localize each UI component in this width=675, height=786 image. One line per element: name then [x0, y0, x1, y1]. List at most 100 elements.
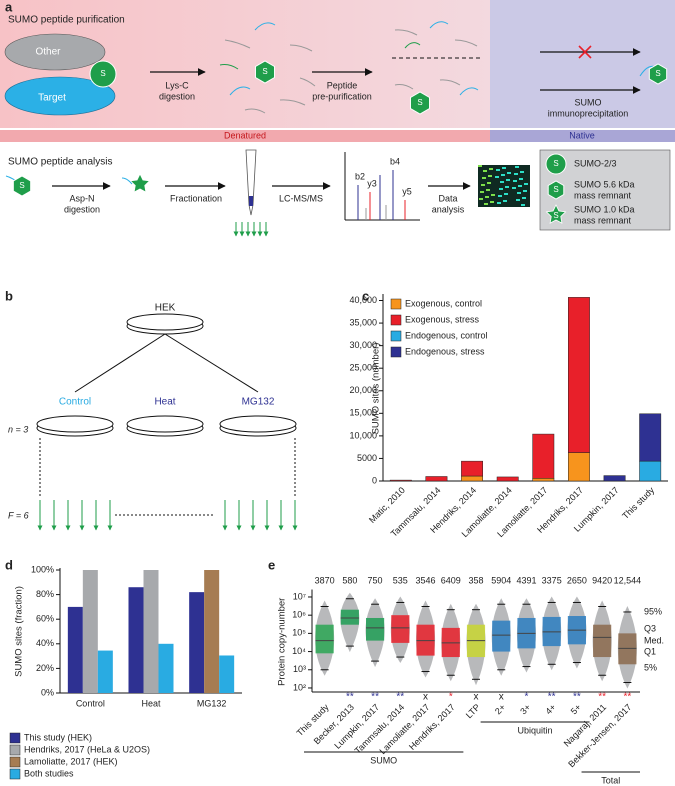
count-label: 535: [393, 575, 408, 585]
heatmap-cell: [522, 197, 526, 199]
y-tick-label: 30,000: [349, 340, 377, 350]
legend-label: Endogenous, stress: [405, 346, 485, 356]
bar-segment: [496, 476, 519, 482]
y-tick-label: 5000: [357, 453, 377, 463]
label: Fractionation: [170, 193, 222, 203]
count-label: 580: [342, 575, 357, 585]
box: [315, 624, 334, 654]
stat-label: 5%: [644, 662, 657, 672]
dish: [36, 415, 114, 433]
bar-segment: [603, 475, 626, 482]
peptide: [219, 64, 239, 70]
count-label: 3546: [416, 575, 436, 585]
y-tick-label: 0: [372, 475, 377, 485]
label: HEK: [155, 303, 176, 314]
cross: [578, 45, 592, 59]
label: digestion: [64, 204, 100, 214]
s-label: S: [655, 69, 660, 78]
stat-label: 95%: [644, 606, 662, 616]
label: mass remnant: [574, 190, 632, 200]
significance: x: [499, 692, 504, 703]
bar: [219, 655, 235, 693]
peptide: [429, 21, 449, 29]
label: e: [268, 557, 275, 572]
label: Other: [35, 47, 61, 58]
sumo-icon: [89, 60, 117, 88]
significance: **: [371, 692, 379, 703]
peptide: [279, 99, 306, 106]
y-axis-label: SUMO sites (fraction): [14, 586, 25, 677]
bar: [143, 570, 159, 693]
y-tick-label: 60%: [36, 614, 54, 624]
stat-label: Q1: [644, 646, 656, 656]
peptide: [454, 39, 478, 47]
peptide: [299, 77, 316, 87]
label: b2: [355, 171, 365, 181]
other-protein: [4, 33, 106, 71]
stat-label: Med.: [644, 635, 664, 645]
group-label: Ubiquitin: [518, 725, 553, 735]
bar: [158, 643, 174, 693]
bar-segment: [425, 476, 448, 482]
group-label: SUMO: [370, 755, 397, 765]
heatmap-cell: [515, 166, 519, 168]
label: b4: [390, 156, 400, 166]
legend-label: Exogenous, stress: [405, 314, 480, 324]
sumo-icon: [545, 153, 567, 175]
count-label: 3870: [315, 575, 335, 585]
y-axis-label: SUMO sites (number): [371, 343, 382, 435]
label: SUMO 1.0 kDa: [574, 204, 635, 214]
label: digestion: [159, 91, 195, 101]
legend-swatch: [9, 732, 21, 744]
heatmap-cell: [482, 177, 486, 179]
peptide: [254, 22, 276, 31]
heatmap-cell: [478, 165, 482, 167]
peptide: [244, 108, 266, 114]
bar: [67, 606, 83, 693]
count-label: 12,544: [614, 575, 642, 585]
label: SUMO peptide analysis: [8, 157, 113, 168]
label: d: [5, 557, 13, 572]
y-tick-label: 10³: [293, 664, 306, 674]
y-tick-label: 20%: [36, 663, 54, 673]
bar-segment: [461, 475, 483, 482]
heatmap-cell: [502, 167, 506, 169]
pipette-resin: [249, 196, 253, 206]
bar-segment: [568, 452, 590, 482]
x-tick-label: Control: [76, 698, 105, 708]
legend-swatch: [9, 768, 21, 780]
bar-segment: [532, 433, 555, 479]
box: [365, 617, 385, 641]
legend-swatch: [390, 330, 402, 342]
peptide: [439, 79, 461, 86]
heatmap-cell: [491, 194, 495, 196]
count-label: 2650: [567, 575, 587, 585]
bar-segment: [532, 478, 555, 482]
legend-swatch: [390, 298, 402, 310]
label: Native: [569, 130, 595, 140]
dish: [219, 415, 297, 433]
bar-segment: [461, 460, 483, 477]
bar: [189, 592, 205, 693]
y-tick-label: 40,000: [349, 295, 377, 305]
box: [391, 615, 410, 643]
heatmap-cell: [524, 183, 528, 185]
connector: [74, 333, 166, 393]
y-tick-label: 100%: [31, 564, 54, 574]
bar-segment: [568, 297, 590, 453]
significance: **: [396, 692, 404, 703]
heatmap-cell: [488, 175, 492, 177]
heatmap-cell: [479, 198, 483, 200]
stat-label: Q3: [644, 623, 656, 633]
y-tick-label: 10⁶: [292, 610, 306, 620]
y-tick-label: 80%: [36, 589, 54, 599]
heatmap-cell: [489, 168, 493, 170]
label: SUMO-2/3: [574, 158, 617, 168]
x-tick-label: Heat: [141, 698, 161, 708]
heatmap-cell: [512, 187, 516, 189]
significance: x: [474, 692, 479, 703]
peptide: [404, 42, 421, 49]
label: SUMO peptide purification: [8, 15, 125, 26]
sumo-remnant-icon: [254, 60, 276, 84]
sumo-remnant-icon: [648, 63, 668, 85]
